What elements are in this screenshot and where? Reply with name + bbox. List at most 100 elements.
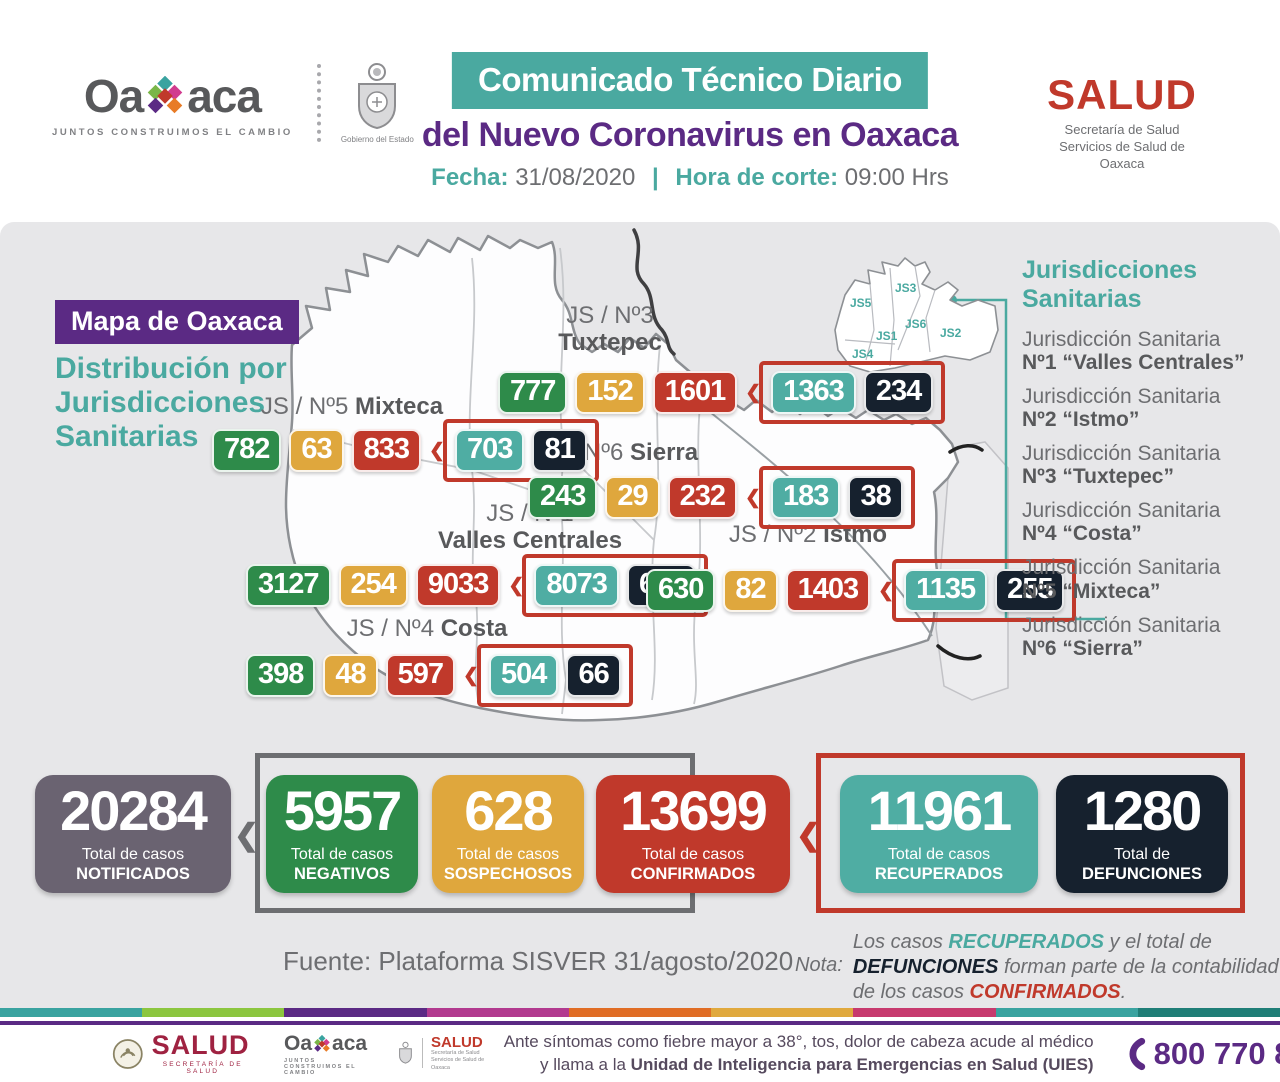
sospechosos-value: 628	[464, 779, 553, 843]
mixteca-negativos-badge: 782	[212, 429, 282, 473]
costa-recup-def-box: ❮ 504 66	[463, 644, 633, 708]
recuperados-value: 11961	[867, 779, 1013, 843]
istmo-confirmados-badge: 1403	[785, 569, 871, 613]
footer-oaxaca-right: aca	[332, 1031, 368, 1055]
border-dash-south	[936, 644, 982, 661]
sidebar-title: Jurisdicciones Sanitarias	[1022, 256, 1272, 314]
hora-label: Hora de corte:	[675, 164, 839, 191]
valles-recuperados-badge: 8073	[534, 564, 619, 608]
sidebar-item-name: Nº1 “Valles Centrales”	[1022, 350, 1245, 374]
note-period: .	[1120, 981, 1127, 1003]
note-text: Los casos RECUPERADOS y el total de DEFU…	[853, 930, 1280, 1005]
negativos-label1: Total de casos	[290, 846, 394, 864]
valles-sospechosos-badge: 254	[338, 564, 408, 608]
dotted-divider	[316, 64, 321, 142]
notificados-label1: Total de casos	[81, 846, 185, 864]
sidebar-item-valles-centrales: Jurisdicción Sanitaria Nº1 “Valles Centr…	[1022, 328, 1272, 375]
footer-advice-line1: Ante síntomas como fiebre mayor a 38°, t…	[503, 1032, 1094, 1052]
istmo-negativos-badge: 630	[646, 569, 716, 613]
salud-logo-sub: Secretaría de Salud Servicios de Salud d…	[1043, 122, 1201, 173]
recuperados-label2: RECUPERADOS	[874, 864, 1004, 883]
arrow-left-icon: ❮	[878, 580, 895, 602]
notificados-value: 20284	[60, 779, 208, 843]
footer-oaxaca-logo: Oa aca JUNTOS CONSTRUIMOS EL CAMBIO	[284, 1032, 367, 1076]
sidebar-item-name: Nº2 “Istmo”	[1022, 407, 1140, 431]
defunciones-label1: Total de	[1113, 846, 1171, 864]
crest-icon	[399, 1042, 412, 1065]
brand-color-stripe	[0, 1008, 1280, 1017]
arrow-left-icon: ❮	[463, 665, 479, 687]
istmo-defunciones-badge: 255	[995, 569, 1065, 613]
negativos-value: 5957	[283, 779, 403, 843]
tuxtepec-recuperados-badge: 1363	[771, 371, 856, 415]
oaxaca-diamonds-icon	[314, 1034, 330, 1052]
note-recuperados: RECUPERADOS	[948, 931, 1104, 953]
footer-salud-mini-sub1: Secretaría de Salud	[431, 1050, 480, 1057]
sidebar-title-line1: Jurisdicciones	[1022, 256, 1198, 284]
river-line	[632, 228, 676, 356]
tuxtepec-negativos-badge: 777	[498, 371, 568, 415]
valles-confirmados-badge: 9033	[415, 564, 501, 608]
footer-salud-federal-logo: SALUD SECRETARÍA DE SALUD	[112, 1032, 254, 1075]
sidebar-item-tuxtepec: Jurisdicción Sanitaria Nº3 “Tuxtepec”	[1022, 442, 1272, 489]
mixteca-defunciones-badge: 81	[532, 429, 587, 473]
row-mixteca: 782 63 833 ❮ 703 81	[212, 419, 599, 483]
sidebar-item-name: Nº6 “Sierra”	[1022, 636, 1143, 660]
sierra-confirmados-badge: 232	[667, 476, 738, 520]
stripe-segment	[284, 1008, 427, 1017]
stripe-segment	[0, 1008, 143, 1017]
sierra-recuperados-badge: 183	[771, 476, 841, 520]
footer-oaxaca-tagline: JUNTOS CONSTRUIMOS EL CAMBIO	[284, 1057, 357, 1076]
map-subtitle-line1: Distribución por	[55, 352, 287, 385]
negativos-label2: NEGATIVOS	[294, 864, 390, 883]
note-seg2: y el total de	[1104, 931, 1212, 953]
stripe-segment	[711, 1008, 854, 1017]
hora-value: 09:00 Hrs	[844, 164, 949, 191]
arrow-left-icon: ❮	[745, 382, 762, 404]
sidebar-item-name: Nº3 “Tuxtepec”	[1022, 465, 1174, 489]
inset-label-js3: JS3	[895, 281, 917, 295]
tuxtepec-confirmados-badge: 1601	[652, 371, 738, 415]
notificados-card: 20284 Total de casos NOTIFICADOS	[35, 775, 231, 893]
footer-advice-line2b: Unidad de Inteligencia para Emergencias …	[630, 1054, 1094, 1074]
defunciones-label2: DEFUNCIONES	[1081, 864, 1203, 883]
arrow-left-icon: ❮	[508, 575, 525, 597]
confirmados-label2: CONFIRMADOS	[630, 864, 756, 883]
stripe-segment	[853, 1008, 996, 1017]
stripe-segment	[426, 1008, 569, 1017]
negativos-card: 5957 Total de casos NEGATIVOS	[266, 775, 418, 893]
label-tuxtepec: JS / Nº3 Tuxtepec	[558, 302, 662, 357]
sidebar-item-name: Nº5 “Mixteca”	[1022, 579, 1161, 603]
mixteca-recup-def-box: ❮ 703 81	[429, 419, 599, 483]
national-seal-icon	[112, 1038, 143, 1069]
map-title-badge: Mapa de Oaxaca	[55, 300, 299, 344]
header: Oa aca JUNTOS CONSTRUIMOS EL CAMBIO	[0, 0, 1280, 222]
date-line: Fecha: 31/08/2020 | Hora de corte: 09:00…	[422, 164, 958, 192]
fecha-value: 31/08/2020	[515, 164, 636, 191]
oaxaca-wordmark: Oa aca JUNTOS CONSTRUIMOS EL CAMBIO	[52, 69, 293, 138]
footer-salud-mini-text: SALUD	[431, 1034, 483, 1052]
costa-defunciones-badge: 66	[566, 654, 621, 698]
oaxaca-diamonds-icon	[147, 75, 183, 113]
stripe-segment	[142, 1008, 285, 1017]
sidebar-item-kind: Jurisdicción Sanitaria	[1022, 327, 1221, 351]
sierra-negativos-badge: 243	[528, 476, 598, 520]
costa-confirmados-badge: 597	[385, 654, 456, 698]
footer-salud-oaxaca: SALUD Secretaría de Salud Servicios de S…	[431, 1035, 488, 1071]
oaxaca-tagline: JUNTOS CONSTRUIMOS EL CAMBIO	[52, 126, 293, 138]
footer-advice-text: Ante síntomas como fiebre mayor a 38°, t…	[504, 1031, 1094, 1075]
sidebar-item-kind: Jurisdicción Sanitaria	[1022, 384, 1221, 408]
crest-icon	[358, 63, 397, 130]
sidebar-item-mixteca: Jurisdicción Sanitaria Nº5 “Mixteca”	[1022, 556, 1272, 603]
stripe-segment	[1137, 1008, 1280, 1017]
note-seg3: forman parte de la contabilidad de los c…	[852, 956, 1279, 1003]
label-mixteca-prefix: JS / Nº5	[260, 393, 349, 420]
label-costa-prefix: JS / Nº4	[346, 615, 435, 642]
label-costa: JS / Nº4 Costa	[346, 615, 508, 643]
salud-logo: SALUD Secretaría de Salud Servicios de S…	[1043, 74, 1201, 173]
recovered-deaths-group-outline	[816, 753, 1245, 913]
istmo-recuperados-badge: 1135	[904, 569, 988, 613]
footer-phone-number: 800 770 84 37	[1153, 1035, 1280, 1071]
wordmark-text-left: Oa	[83, 69, 144, 122]
